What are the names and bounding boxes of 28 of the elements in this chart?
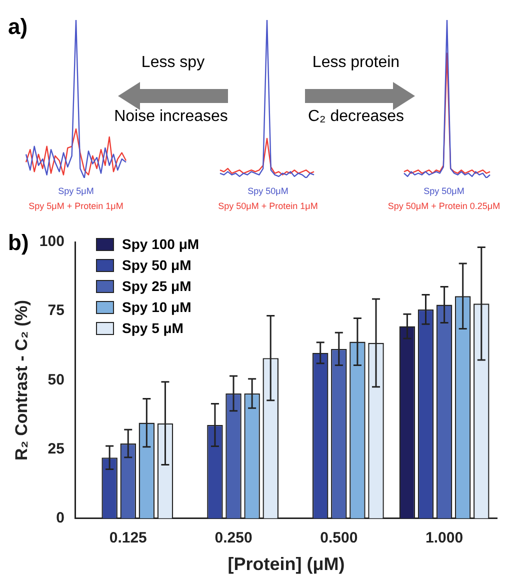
legend-label: Spy 100 μM [122, 236, 200, 252]
x-tick-label: 0.500 [320, 530, 358, 547]
y-tick-label: 50 [48, 371, 64, 388]
x-tick-label: 0.250 [214, 530, 252, 547]
text: Spy 5μM [58, 186, 94, 196]
text: Spy 50μM [248, 186, 288, 196]
annotation: Less protein [312, 54, 400, 72]
text: Spy 50μM [424, 186, 464, 196]
text: Spy 5μM + Protein 1μM [28, 201, 124, 211]
y-tick-label: 100 [39, 233, 64, 250]
y-axis-title: R₂ Contrast - C₂ (%) [12, 300, 31, 460]
text: b) [8, 230, 29, 256]
legend-label: Spy 10 μM [122, 299, 192, 315]
y-tick-label: 0 [56, 510, 64, 527]
y-tick-label: 25 [48, 440, 64, 458]
annotation: C₂ decreases [308, 108, 404, 126]
y-tick-label: 75 [48, 302, 64, 320]
text: Spy 50μM + Protein 0.25μM [388, 201, 500, 211]
x-tick-label: 0.125 [109, 530, 147, 547]
annotation: a) [8, 14, 28, 40]
legend-label: Spy 25 μM [122, 278, 192, 294]
legend-label: Spy 5 μM [122, 320, 184, 336]
legend-label: Spy 50 μM [122, 257, 192, 273]
x-tick-label: 1.000 [426, 530, 464, 547]
text: Less spy [141, 54, 205, 72]
x-axis-title: [Protein] (μM) [228, 554, 345, 574]
text: Spy 50μM + Protein 1μM [218, 201, 318, 211]
annotation: Noise increases [114, 108, 228, 126]
